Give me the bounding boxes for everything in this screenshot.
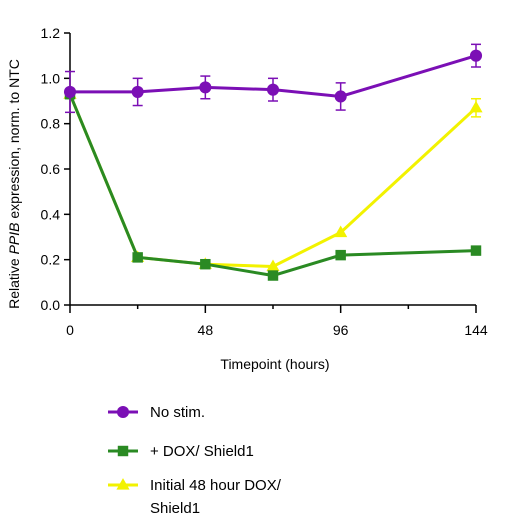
y-tick-label: 0.8 (41, 116, 61, 132)
y-tick-label: 0.4 (41, 206, 61, 222)
y-tick-label: 1.0 (41, 70, 61, 86)
x-tick-label: 48 (198, 322, 214, 338)
y-tick-label: 0.0 (41, 297, 61, 313)
x-axis-title: Timepoint (hours) (220, 356, 329, 372)
data-point (131, 85, 144, 98)
data-point (469, 100, 483, 113)
data-point (470, 245, 482, 256)
data-point (335, 249, 346, 261)
data-point (266, 259, 280, 272)
series-line (70, 54, 477, 98)
data-point (334, 225, 348, 238)
legend-marker (116, 405, 130, 419)
series-0 (63, 43, 483, 114)
svg-text:Relative PPIB expression, norm: Relative PPIB expression, norm. to NTC (6, 59, 22, 309)
x-tick-label: 144 (464, 322, 488, 338)
data-point (469, 49, 483, 62)
axes: 0.0 0.2 0.4 0.6 0.8 1.0 1.2 0 48 96 144 (41, 25, 488, 338)
legend-label-line: No stim. (150, 404, 205, 421)
legend-label: No stim. (150, 404, 205, 421)
data-point (266, 83, 280, 96)
legend-label: Initial 48 hour DOX/Shield1 (150, 477, 282, 517)
legend-marker (117, 445, 129, 457)
legend-label-line: Initial 48 hour DOX/ (150, 477, 282, 494)
legend-label: + DOX/ Shield1 (150, 443, 254, 460)
y-tick-label: 0.6 (41, 161, 61, 177)
series-line (68, 93, 477, 278)
data-point (63, 85, 77, 98)
legend-item-1: + DOX/ Shield1 (108, 443, 254, 460)
series-layer (63, 43, 483, 281)
data-point (199, 81, 212, 94)
data-point (334, 90, 347, 103)
data-point (200, 258, 211, 270)
legend-marker (116, 478, 130, 490)
series-2 (63, 87, 483, 272)
legend-label-line: Shield1 (150, 500, 200, 517)
y-axis-title-prefix: Relative (6, 254, 22, 308)
legend-item-0: No stim. (108, 404, 205, 421)
x-tick-label: 0 (66, 322, 74, 338)
y-tick-label: 0.2 (41, 252, 61, 268)
y-axis-title-gene: PPIB (6, 223, 22, 255)
y-axis-title: Relative PPIB expression, norm. to NTC (6, 59, 22, 309)
series-1 (64, 88, 482, 281)
data-point (267, 270, 279, 281)
legend-item-2: Initial 48 hour DOX/Shield1 (108, 477, 282, 517)
x-tick-label: 96 (333, 322, 349, 338)
y-axis-title-suffix: expression, norm. to NTC (6, 59, 22, 222)
legend: No stim. + DOX/ Shield1 Initial 48 hour DO… (108, 404, 282, 517)
y-tick-label: 1.2 (41, 25, 61, 41)
data-point (132, 252, 143, 263)
legend-label-line: + DOX/ Shield1 (150, 443, 254, 460)
